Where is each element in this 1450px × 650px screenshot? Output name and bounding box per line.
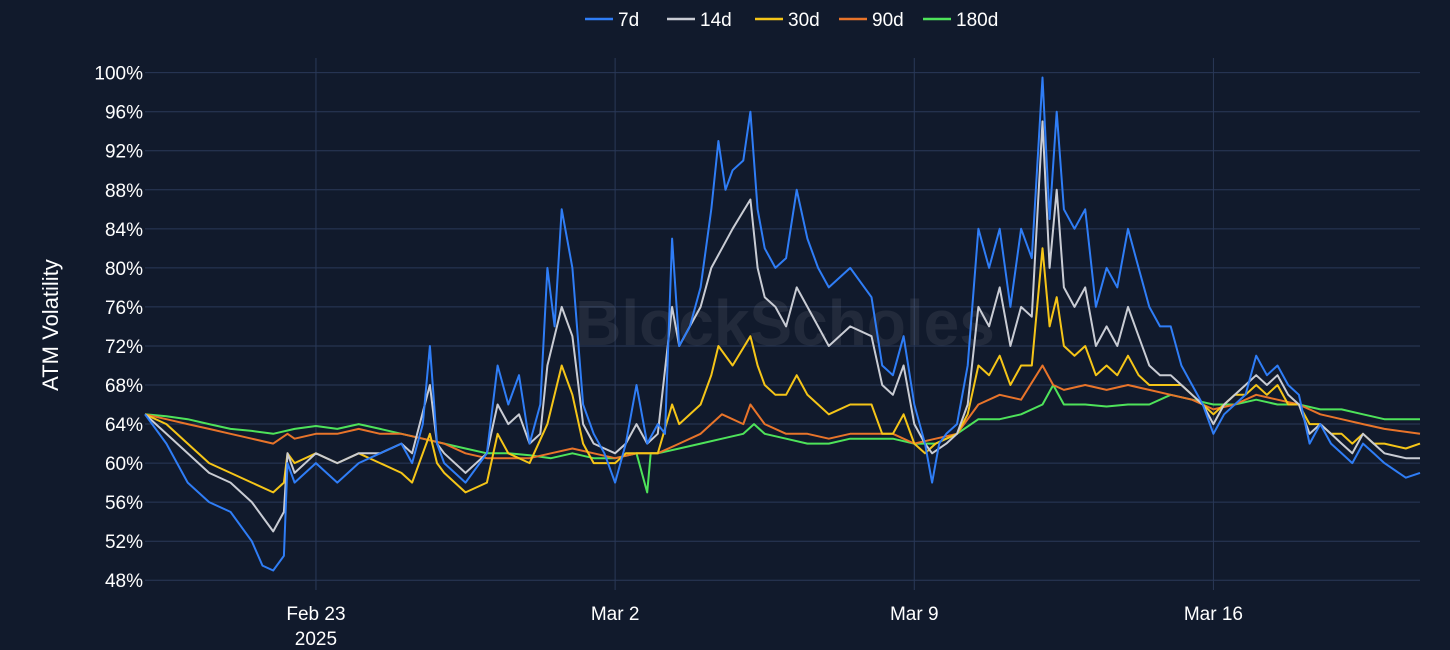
y-tick-label: 80%	[105, 259, 143, 280]
legend-item-180d[interactable]: 180d	[923, 10, 998, 31]
legend-label: 14d	[700, 10, 732, 31]
y-tick-label: 96%	[105, 103, 143, 124]
y-tick-label: 88%	[105, 181, 143, 202]
series-line-7d	[144, 76, 1421, 572]
legend-item-90d[interactable]: 90d	[839, 10, 904, 31]
x-tick-sublabel: 2025	[295, 629, 337, 650]
legend-label: 90d	[872, 10, 904, 31]
x-axis: Feb 23 2025 Mar 2 Mar 9 Mar 16	[286, 604, 1243, 650]
y-tick-label: 56%	[105, 493, 143, 514]
y-tick-label: 76%	[105, 298, 143, 319]
y-tick-label: 48%	[105, 571, 143, 592]
x-tick-label: Mar 9	[890, 604, 939, 625]
x-tick-label: Feb 23	[286, 604, 345, 625]
legend-label: 180d	[956, 10, 998, 31]
legend-label: 30d	[788, 10, 820, 31]
legend[interactable]: 7d 14d 30d 90d 180d	[585, 10, 998, 31]
x-tick-label: Mar 16	[1184, 604, 1243, 625]
series-line-14d	[144, 120, 1420, 533]
legend-item-7d[interactable]: 7d	[585, 10, 639, 31]
y-axis-title: ATM Volatility	[38, 259, 63, 391]
y-tick-label: 52%	[105, 532, 143, 553]
legend-label: 7d	[618, 10, 639, 31]
grid	[145, 58, 1420, 590]
y-axis: 48% 52% 56% 60% 64% 68% 72% 76% 80% 84% 88% 92% 96% 1…	[94, 64, 143, 593]
y-tick-label: 100%	[94, 64, 143, 85]
series-line-90d	[144, 364, 1421, 460]
legend-item-30d[interactable]: 30d	[755, 10, 820, 31]
series-line-30d	[144, 247, 1421, 494]
y-tick-label: 64%	[105, 415, 143, 436]
y-tick-label: 92%	[105, 142, 143, 163]
series-lines	[144, 76, 1421, 572]
x-tick-label: Mar 2	[591, 604, 640, 625]
y-tick-label: 68%	[105, 376, 143, 397]
legend-item-14d[interactable]: 14d	[667, 10, 732, 31]
y-tick-label: 72%	[105, 337, 143, 358]
y-tick-label: 84%	[105, 220, 143, 241]
y-tick-label: 60%	[105, 454, 143, 475]
